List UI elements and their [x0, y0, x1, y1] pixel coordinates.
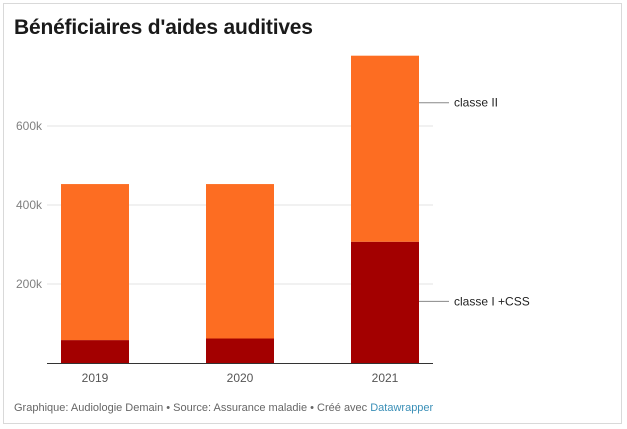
y-tick-label: 200k	[16, 277, 43, 291]
bar-2021-classe-ii	[351, 55, 419, 242]
y-tick-label: 600k	[16, 119, 43, 133]
bar-2020-classe-ii	[206, 184, 274, 339]
x-tick-label: 2021	[372, 371, 399, 385]
chart-title: Bénéficiaires d'aides auditives	[14, 16, 313, 39]
x-tick-label: 2020	[227, 371, 254, 385]
y-tick-label: 400k	[16, 198, 43, 212]
datawrapper-link[interactable]: Datawrapper	[370, 402, 434, 414]
chart-footer: Graphique: Audiologie Demain • Source: A…	[14, 402, 433, 414]
bar-2020-classe-i-css	[206, 338, 274, 363]
bar-2021-classe-i-css	[351, 241, 419, 363]
bar-2019-classe-i-css	[61, 340, 129, 363]
series-label: classe I +CSS	[454, 294, 530, 308]
bar-2019-classe-ii	[61, 184, 129, 341]
series-label: classe II	[454, 96, 498, 110]
footer-credits: Graphique: Audiologie Demain • Source: A…	[14, 402, 371, 414]
x-tick-label: 2019	[82, 371, 109, 385]
